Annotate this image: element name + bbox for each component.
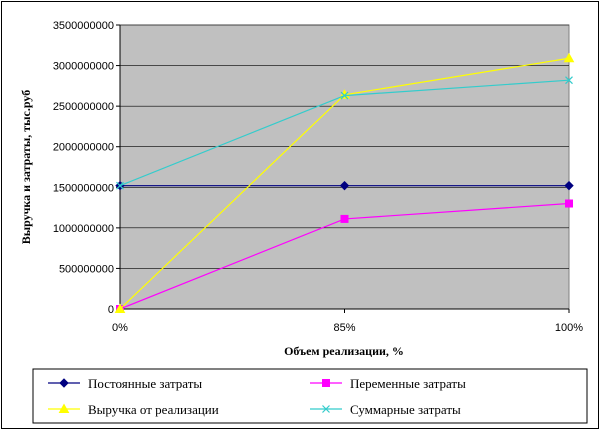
legend-label: Суммарные затраты [350,402,461,417]
data-point [565,76,573,85]
data-point [116,181,124,190]
plot-area [119,24,570,310]
y-tick-label: 3500000000 [53,20,114,32]
legend-entry: Постоянные затраты [48,376,202,391]
x-tick-label: 0% [112,322,128,334]
x-tick-labels: 0% 85% 100% [112,309,583,334]
legend-box [32,368,588,424]
series-4 [116,76,573,190]
y-tick-label: 500000000 [59,263,114,275]
series [114,52,575,313]
x-tick-label: 85% [333,322,355,334]
legend-entry: Выручка от реализации [48,402,219,417]
legend-label: Выручка от реализации [88,402,219,417]
data-point [564,180,574,191]
gridlines [120,24,569,269]
data-point [565,199,573,208]
legend-entry: Переменные затраты [310,376,466,391]
legend-marker [322,379,330,387]
y-tick-label: 1500000000 [53,182,114,194]
legend-entry: Суммарные затраты [310,402,461,417]
y-tick-labels: 0 500000000 1000000000 1500000000 2000000000… [53,20,120,316]
legend: Постоянные затраты Переменные затраты Выру… [32,368,588,424]
data-point [114,303,126,313]
y-tick-label: 1000000000 [53,223,114,235]
y-tick-label: 2000000000 [53,142,114,154]
legend-marker [59,378,69,388]
data-point [339,180,350,191]
legend-label: Постоянные затраты [88,376,202,391]
legend-marker [322,405,330,413]
legend-entries: Постоянные затраты Переменные затраты Выру… [48,376,466,417]
x-axis-title: Объем реализации, % [284,344,404,358]
y-tick-label: 0 [108,304,114,316]
x-tick-label: 100% [555,322,583,334]
data-point [340,214,349,223]
y-tick-label: 3000000000 [53,61,114,73]
y-axis-title: Выручка и затраты, тыс.руб [19,90,33,244]
legend-marker [58,403,70,413]
legend-label: Переменные затраты [350,376,466,391]
data-point [563,52,575,63]
data-point [340,91,349,100]
y-tick-label: 2500000000 [53,101,114,113]
